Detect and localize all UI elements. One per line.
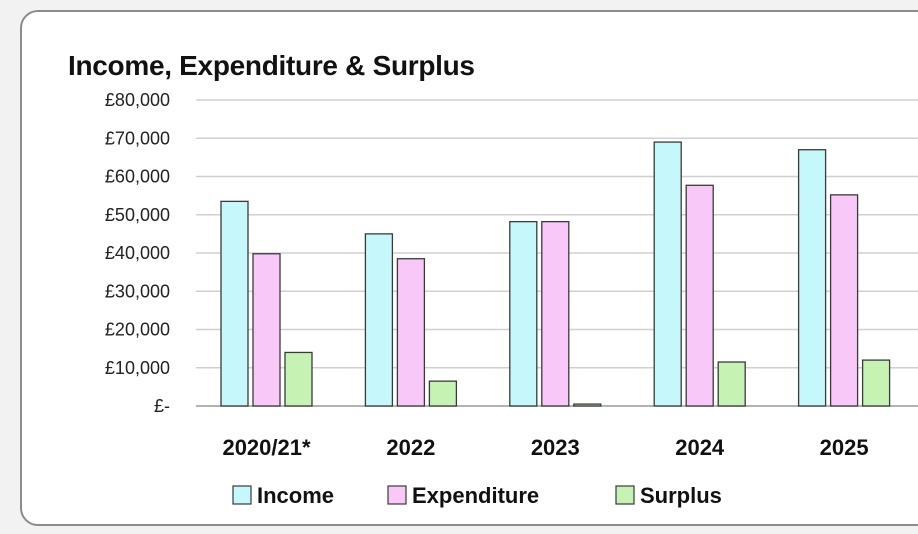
bar-income [220, 200, 249, 407]
y-tick-label: £60,000 [105, 167, 170, 187]
chart-card [20, 10, 918, 526]
bar-surplus [717, 361, 746, 407]
y-tick-label: £40,000 [105, 243, 170, 263]
x-tick-label: 2023 [531, 435, 580, 460]
legend-swatch-surplus [615, 485, 635, 505]
x-axis-ticks: 2020/21* 2022 2023 2024 2025 [222, 435, 868, 460]
legend-swatch-expenditure [387, 485, 407, 505]
y-tick-label: £50,000 [105, 205, 170, 225]
chart-title: Income, Expenditure & Surplus [68, 50, 475, 81]
x-tick-label: 2025 [820, 435, 869, 460]
y-tick-label: £70,000 [105, 128, 170, 148]
bar-surplus [573, 403, 602, 407]
y-tick-label: £80,000 [105, 90, 170, 110]
legend: Income Expenditure Surplus [232, 483, 722, 508]
legend-label-expenditure: Expenditure [412, 483, 539, 508]
bar-surplus [861, 359, 891, 407]
bar-surplus [428, 380, 458, 407]
bar-income [653, 141, 682, 407]
bar-expenditure [685, 184, 714, 407]
legend-swatch-income [232, 485, 252, 505]
bar-expenditure [252, 253, 281, 407]
y-tick-label: £20,000 [105, 320, 170, 340]
y-axis-ticks: £80,000 £70,000 £60,000 £50,000 £40,000 £30,0… [105, 90, 170, 416]
bar-income [797, 149, 827, 407]
bar-surplus [284, 351, 313, 407]
bar-income [509, 220, 538, 407]
x-tick-label: 2022 [386, 435, 435, 460]
bar-expenditure [396, 258, 426, 407]
x-tick-label: 2024 [675, 435, 725, 460]
bar-income [364, 233, 394, 407]
y-tick-label: £- [154, 396, 170, 416]
y-tick-label: £30,000 [105, 281, 170, 301]
bars [220, 141, 891, 407]
legend-label-surplus: Surplus [640, 483, 722, 508]
bar-expenditure [541, 220, 570, 407]
y-tick-label: £10,000 [105, 358, 170, 378]
x-tick-label: 2020/21* [222, 435, 311, 460]
legend-label-income: Income [257, 483, 334, 508]
bar-expenditure [829, 194, 859, 407]
